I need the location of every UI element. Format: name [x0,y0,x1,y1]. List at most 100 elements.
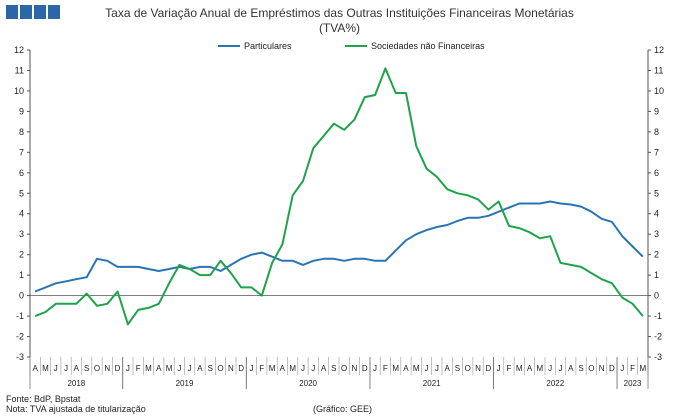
month-label: N [599,364,605,373]
month-label: M [537,364,544,373]
logo-block-2 [20,5,32,19]
month-label: A [156,364,162,373]
month-label: N [475,364,481,373]
y-tick-label-left: 9 [19,106,24,116]
logo-block-1 [6,5,18,19]
month-label: J [177,364,181,373]
y-tick-label-right: 9 [654,106,659,116]
y-tick-label-left: 3 [19,229,24,239]
year-label: 2021 [423,379,441,388]
y-tick-label-left: 4 [19,209,24,219]
month-label: J [497,364,501,373]
month-label: J [620,364,624,373]
month-label: J [548,364,552,373]
y-tick-label-right: 4 [654,209,659,219]
month-label: S [455,364,460,373]
month-label: O [465,364,471,373]
y-tick-label-left: 5 [19,188,24,198]
chart-credit: (Gráfico: GEE) [313,404,373,414]
month-label: D [609,364,615,373]
y-tick-label-right: 12 [654,45,664,55]
y-tick-label-left: 12 [14,45,24,55]
month-label: O [588,364,594,373]
y-tick-label-left: 11 [15,65,24,75]
month-label: N [228,364,234,373]
month-label: A [321,364,327,373]
y-tick-label-left: 2 [19,250,24,260]
year-label: 2019 [176,379,194,388]
month-label: A [74,364,80,373]
year-label: 2020 [299,379,317,388]
chart-title: Taxa de Variação Anual de Empréstimos da… [105,6,574,20]
month-label: F [259,364,264,373]
month-label: S [578,364,583,373]
month-label: F [507,364,512,373]
month-label: D [362,364,368,373]
month-label: M [640,364,647,373]
month-label: J [425,364,429,373]
month-label: M [269,364,276,373]
year-label: 2023 [624,379,642,388]
month-label: F [383,364,388,373]
month-label: J [558,364,562,373]
y-tick-label-right: -2 [654,332,662,342]
footnote: Nota: TVA ajustada de titularização [6,404,146,414]
month-label: M [145,364,152,373]
month-label: J [301,364,305,373]
month-label: M [166,364,173,373]
y-tick-label-left: 10 [14,86,24,96]
month-label: J [249,364,253,373]
series-line-particulares [34,200,644,293]
y-tick-label-right: 7 [654,147,659,157]
month-label: A [527,364,533,373]
y-tick-label-left: 0 [19,291,24,301]
month-label: M [392,364,399,373]
y-tick-label-right: 11 [654,65,663,75]
y-tick-label-right: 5 [654,188,659,198]
source-note: Fonte: BdP, Bpstat [6,394,81,404]
y-tick-label-right: -3 [654,352,662,362]
legend-label: Particulares [244,41,292,51]
y-tick-label-left: -1 [16,311,24,321]
y-tick-label-right: 0 [654,291,659,301]
y-tick-label-left: -3 [16,352,24,362]
month-label: M [289,364,296,373]
month-label: A [197,364,203,373]
y-tick-label-right: 1 [654,270,659,280]
month-label: J [126,364,130,373]
logo-block-3 [34,5,46,19]
month-label: M [516,364,523,373]
y-tick-label-left: 8 [19,127,24,137]
y-tick-label-right: 8 [654,127,659,137]
month-label: J [373,364,377,373]
year-label: 2018 [67,379,85,388]
month-label: F [136,364,141,373]
month-label: A [403,364,409,373]
month-label: A [568,364,574,373]
month-label: D [238,364,244,373]
month-label: A [444,364,450,373]
month-label: S [208,364,213,373]
logo-block-4 [48,5,60,19]
month-label: D [115,364,121,373]
year-label: 2022 [546,379,564,388]
month-label: N [352,364,358,373]
month-label: J [188,364,192,373]
month-label: A [32,364,38,373]
month-label: O [94,364,100,373]
month-label: S [331,364,336,373]
month-label: N [104,364,110,373]
month-label: S [84,364,89,373]
y-tick-label-right: 6 [654,168,659,178]
y-tick-label-left: 1 [19,270,24,280]
series-line-sociedades [34,67,644,326]
month-label: J [435,364,439,373]
y-tick-label-right: 2 [654,250,659,260]
y-tick-label-right: -1 [654,311,662,321]
month-label: J [311,364,315,373]
month-label: M [42,364,49,373]
month-label: D [485,364,491,373]
y-tick-label-left: -2 [16,332,24,342]
month-label: J [64,364,68,373]
